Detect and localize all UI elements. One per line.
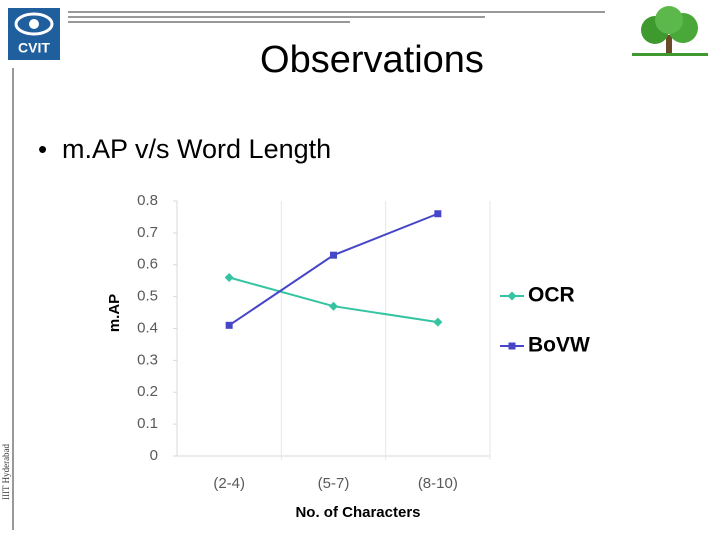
y-tick-label: 0.7 (137, 224, 158, 241)
y-tick-label: 0.5 (137, 288, 158, 305)
logo-eye (14, 12, 54, 36)
tree-leaves (655, 6, 683, 34)
logo-text: CVIT (18, 40, 50, 56)
y-tick-label: 0.1 (137, 415, 158, 432)
bullet-text: m.AP v/s Word Length (62, 134, 331, 164)
x-tick-label: (8-10) (418, 475, 458, 492)
legend-marker (508, 342, 516, 350)
cvit-logo: CVIT (8, 8, 60, 60)
legend-label: OCR (528, 284, 575, 307)
bullet-dot: • (38, 134, 47, 164)
x-tick-label: (5-7) (318, 475, 350, 492)
x-tick-label: (2-4) (213, 475, 245, 492)
y-tick-label: 0.8 (137, 192, 158, 209)
legend-label: BoVW (528, 334, 590, 357)
tree-ground (632, 53, 708, 56)
point (434, 210, 442, 218)
y-tick-label: 0 (150, 447, 158, 464)
y-tick-label: 0.3 (137, 351, 158, 368)
point (329, 301, 338, 311)
tree-trunk (666, 35, 672, 55)
y-tick-label: 0.2 (137, 383, 158, 400)
point (225, 321, 233, 329)
point (433, 317, 443, 327)
y-axis-label: m.AP (106, 294, 123, 332)
slide-title: Observations (260, 39, 484, 81)
point (330, 251, 337, 259)
series-line (228, 276, 438, 324)
point (224, 273, 234, 282)
y-tick-label: 0.4 (137, 319, 158, 336)
side-text: IIIT Hyderabad (1, 443, 11, 500)
logo-pupil (29, 19, 39, 29)
tree-logo (632, 6, 708, 56)
x-axis-label: No. of Characters (295, 504, 420, 521)
y-tick-label: 0.6 (137, 256, 158, 273)
legend-marker (507, 291, 517, 301)
